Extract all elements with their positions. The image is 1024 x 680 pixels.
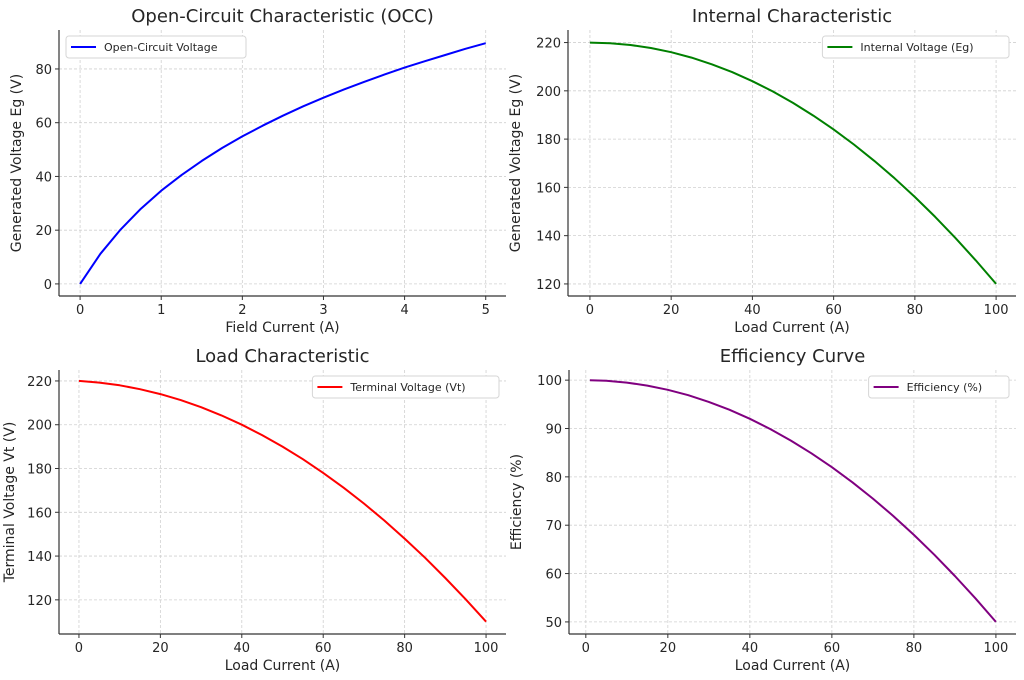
y-tick-label: 20 [35,224,52,239]
chart-title: Load Characteristic [195,346,369,367]
legend-box [868,375,1010,399]
x-tick-label: 80 [906,641,923,656]
y-tick-label: 90 [545,423,562,438]
y-tick-label: 220 [536,37,561,52]
y-tick-label: 180 [27,463,52,478]
series-line [589,379,997,623]
legend: Internal Voltage (Eg) [821,35,1010,59]
legend-label: Terminal Voltage (Vt) [349,381,465,394]
y-tick-label: 50 [545,616,562,631]
y-tick-label: 60 [545,568,562,583]
legend: Efficiency (%) [868,375,1010,399]
x-tick-label: 60 [824,641,841,656]
x-tick-label: 0 [75,641,83,656]
y-tick-label: 140 [536,230,561,245]
x-tick-label: 40 [744,303,761,318]
legend-label: Open-Circuit Voltage [104,41,218,54]
y-tick-label: 160 [27,506,52,521]
y-tick-label: 200 [27,419,52,434]
x-axis-label: Field Current (A) [225,320,339,336]
x-tick-label: 5 [482,303,490,318]
y-tick-label: 140 [27,550,52,565]
chart-title: Open-Circuit Characteristic (OCC) [131,6,434,27]
x-tick-label: 80 [907,303,924,318]
y-tick-label: 200 [536,85,561,100]
x-tick-label: 20 [152,641,169,656]
x-tick-label: 3 [319,303,327,318]
legend: Terminal Voltage (Vt) [311,375,500,399]
x-tick-label: 100 [984,303,1009,318]
x-tick-label: 100 [474,641,499,656]
y-axis-label: Efficiency (%) [509,454,525,550]
y-axis-label: Generated Voltage Eg (V) [9,74,25,252]
chart-title: Efficiency Curve [720,346,866,367]
x-tick-label: 0 [586,303,594,318]
y-tick-label: 220 [27,375,52,390]
x-axis-label: Load Current (A) [225,658,341,674]
x-tick-label: 20 [660,641,677,656]
subplot-1: 0 1 2 3 4 5 0 20 40 60 80 Open-Circuit Characterist… [9,6,506,336]
x-tick-label: 100 [983,641,1008,656]
x-tick-label: 4 [400,303,408,318]
y-tick-label: 180 [536,133,561,148]
x-tick-label: 0 [76,303,84,318]
legend-box [65,35,247,59]
y-tick-label: 40 [35,170,52,185]
y-tick-label: 0 [44,278,52,293]
series-line [589,41,997,285]
x-tick-label: 60 [825,303,842,318]
legend-label: Internal Voltage (Eg) [860,41,973,54]
y-tick-label: 120 [536,278,561,293]
x-tick-label: 40 [234,641,251,656]
legend-label: Efficiency (%) [907,381,983,394]
y-tick-label: 160 [536,181,561,196]
series-line [78,379,487,623]
y-tick-label: 70 [545,519,562,534]
y-tick-label: 100 [537,374,562,389]
subplot-2: 0 20 40 60 80 100 120 140 160 180 200 220 Internal C… [508,6,1016,336]
x-tick-label: 60 [315,641,332,656]
y-tick-label: 80 [35,63,52,78]
x-axis-label: Load Current (A) [735,658,851,674]
y-axis-label: Terminal Voltage Vt (V) [2,422,18,584]
legend-box [821,35,1010,59]
x-tick-label: 2 [238,303,246,318]
chart-title: Internal Characteristic [692,6,892,27]
x-tick-label: 0 [582,641,590,656]
y-tick-label: 60 [35,117,52,132]
y-tick-label: 120 [27,594,52,609]
x-tick-label: 20 [663,303,680,318]
x-tick-label: 80 [396,641,413,656]
x-tick-label: 1 [157,303,165,318]
x-tick-label: 40 [742,641,759,656]
subplot-3: 0 20 40 60 80 100 120 140 160 180 200 220 Load Chara… [2,346,506,674]
y-axis-label: Generated Voltage Eg (V) [508,74,524,252]
legend: Open-Circuit Voltage [65,35,247,59]
legend-box [311,375,500,399]
series-line [79,42,486,285]
x-axis-label: Load Current (A) [734,320,850,336]
subplot-4: 0 20 40 60 80 100 50 60 70 80 90 100 Efficiency Curv… [509,346,1016,674]
y-tick-label: 80 [545,471,562,486]
